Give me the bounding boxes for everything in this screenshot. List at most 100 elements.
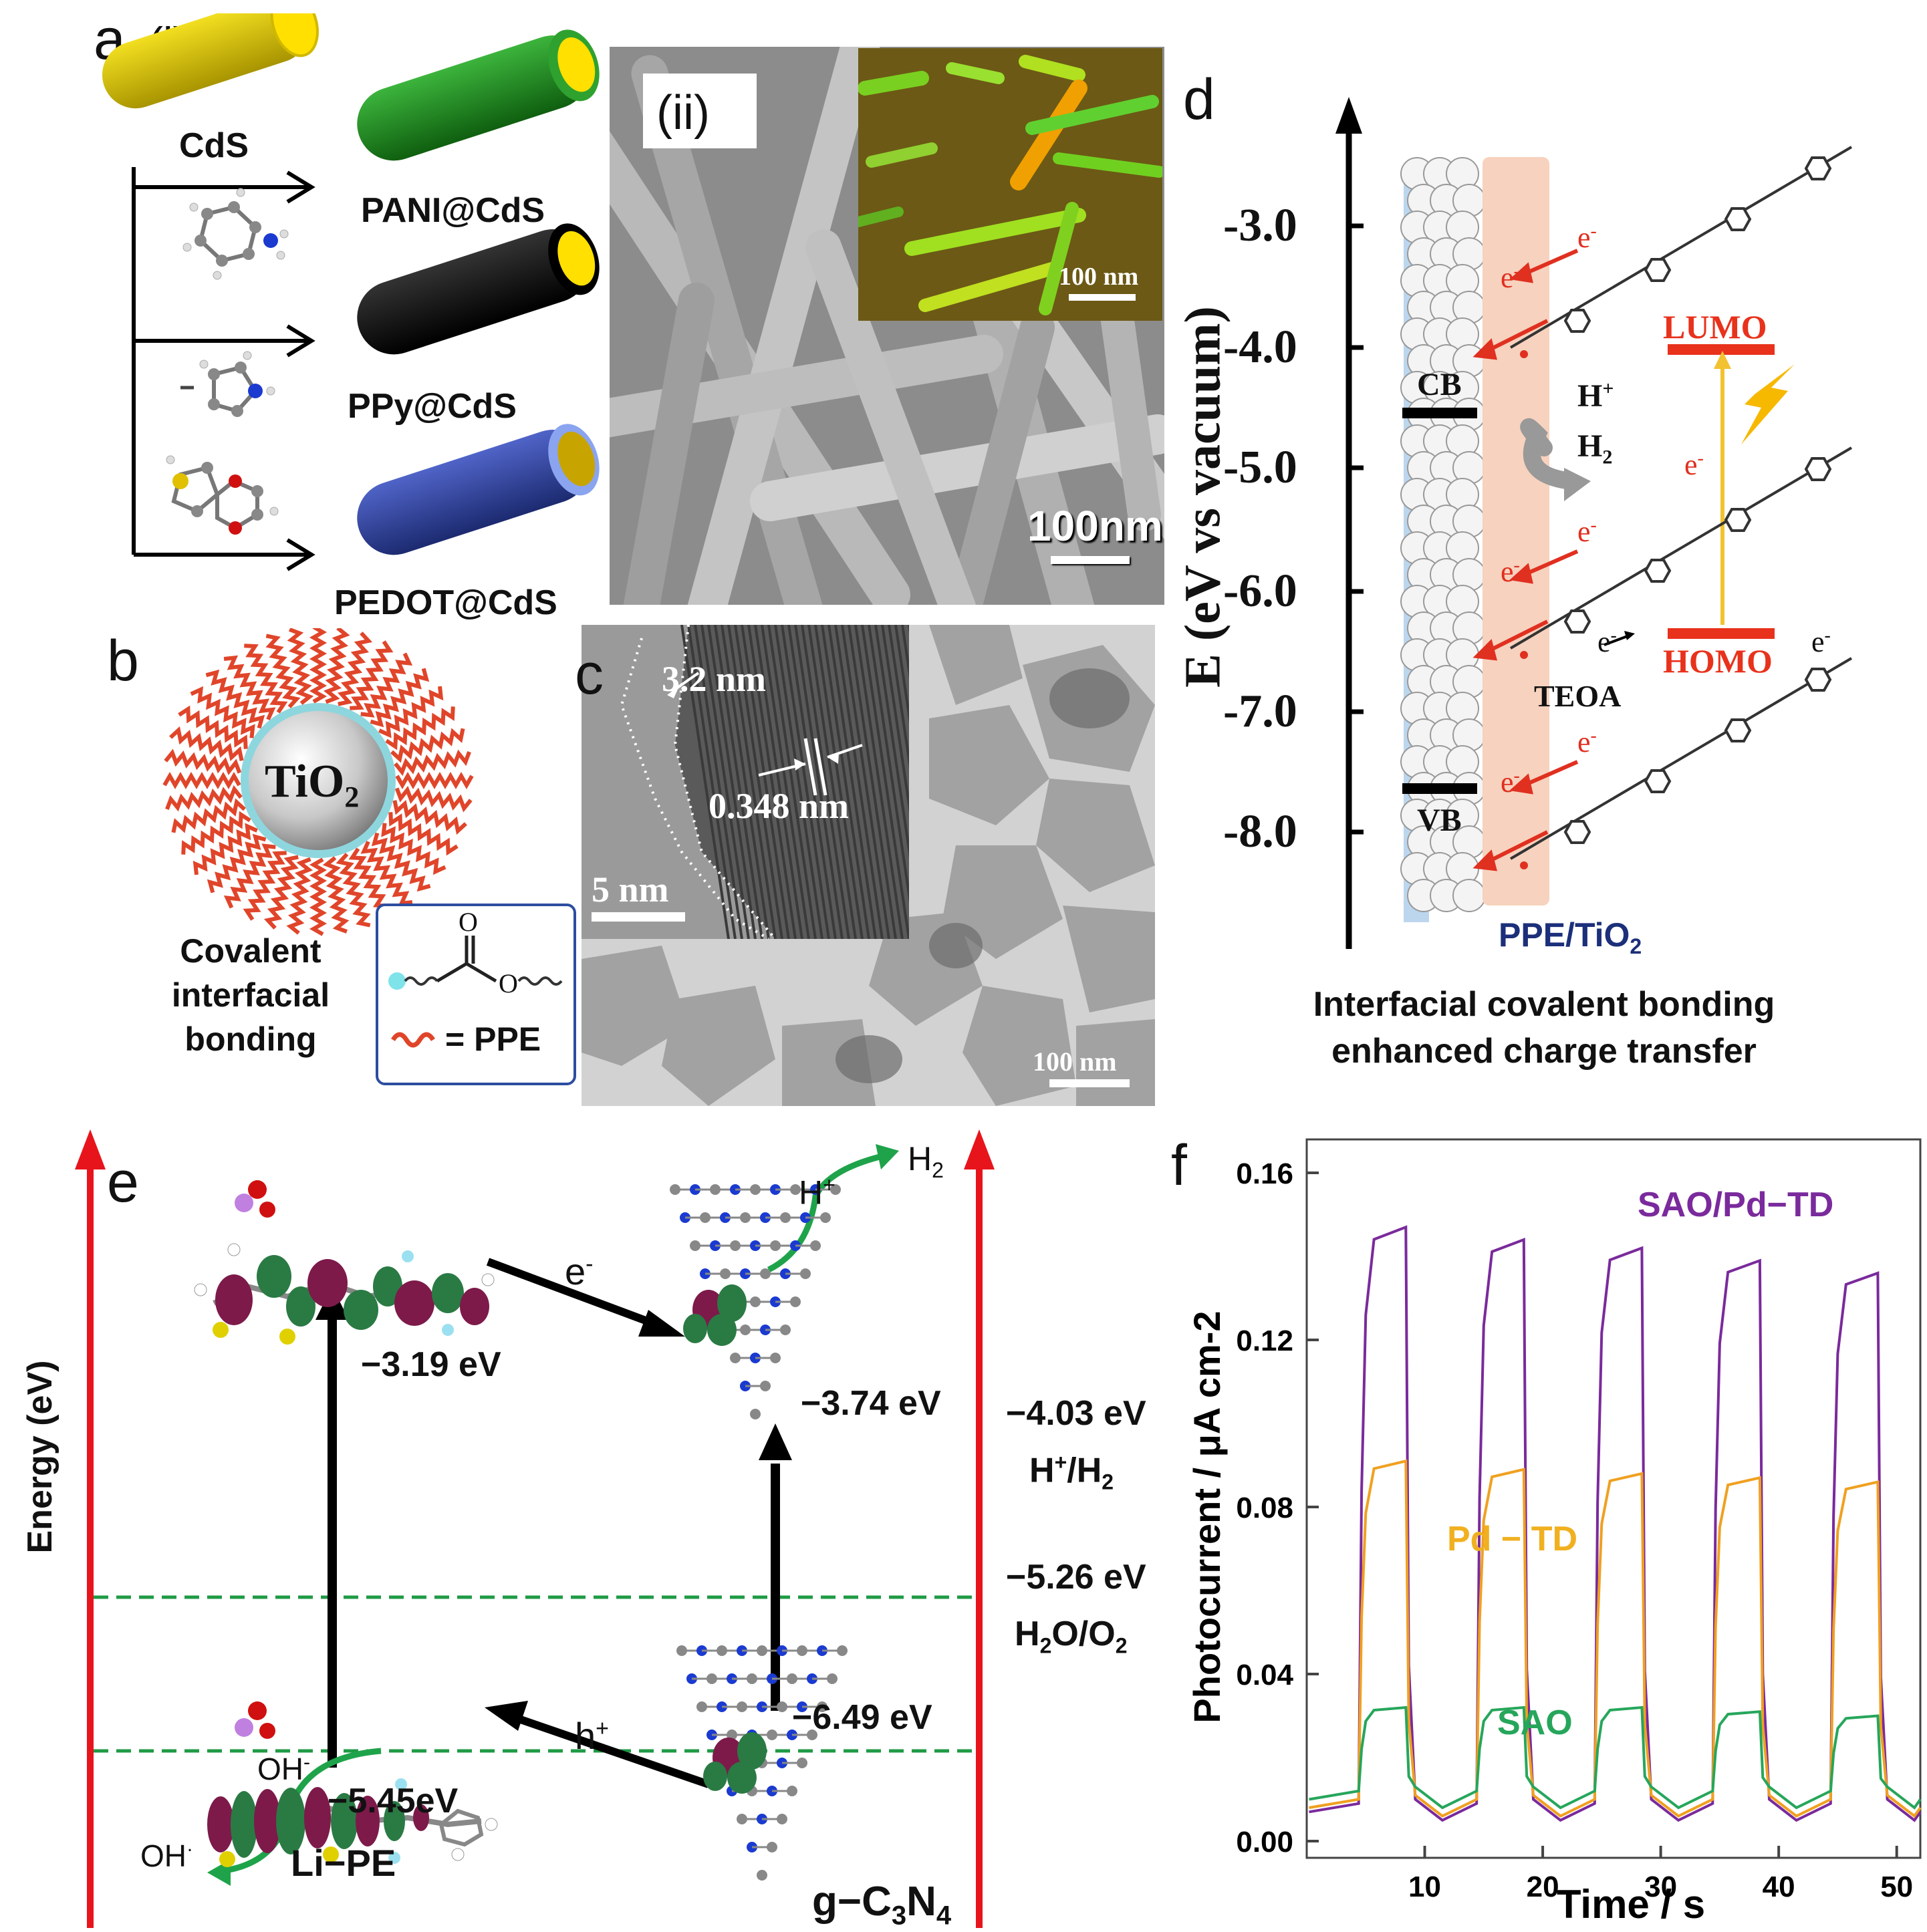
tio2-sphere [249, 711, 388, 850]
tick-d-3: -5.0 [1223, 442, 1297, 493]
plot-frame [1305, 1138, 1922, 1859]
electron-transfer-label: e- [565, 1250, 594, 1292]
tem-scale-bar [1049, 1079, 1130, 1087]
cb-level [1402, 408, 1477, 418]
inset-image: 100 nm [858, 48, 1162, 321]
legend-ester-o: O [499, 968, 518, 998]
lupe-homo-value: −5.45eV [328, 1782, 459, 1820]
sub-label-ii-box [643, 74, 757, 148]
ester-linker-structure [388, 936, 563, 1048]
cds-rod [102, 13, 319, 109]
panel-label-c: c [575, 642, 604, 706]
lumo-level [1668, 344, 1775, 355]
hydroxide-label: OH- [257, 1751, 310, 1786]
lattice-fringes [582, 625, 909, 939]
aniline-molecule [182, 188, 289, 280]
tio2-ppe-scheme [162, 628, 474, 936]
electron-label-transfer: e- [1684, 448, 1704, 481]
band-diagram [1335, 97, 1853, 949]
sub-label-ii: (ii) [656, 86, 710, 140]
electron-arrows [1472, 249, 1579, 871]
lumo-label: LUMO [1663, 308, 1767, 346]
legend-sao-pd-td: SAO/Pd−TD [1638, 1186, 1833, 1224]
shell-thickness-label: 3.2 nm [662, 659, 767, 699]
proton-label: H+ [1577, 378, 1614, 414]
gcn-homo-flake [676, 1645, 848, 1881]
x-tick-label: 30 [1644, 1871, 1677, 1903]
tem-scale-label: 100 nm [1033, 1047, 1117, 1077]
pedot-label: PEDOT@CdS [334, 583, 557, 622]
electron-label-1: e- [1577, 221, 1597, 254]
edot-molecule [166, 455, 279, 535]
panel-label-e: e [107, 1150, 139, 1214]
panel-label-d: d [1183, 67, 1215, 132]
hydroxyl-radical-label: OH· [140, 1838, 193, 1873]
lupe-homo-orbital [207, 1701, 498, 1867]
legend-sao: SAO [1497, 1703, 1573, 1742]
teoa-label: TEOA [1534, 679, 1622, 713]
tick-d-5: -7.0 [1223, 686, 1297, 737]
x-tick-label: 50 [1880, 1871, 1913, 1903]
composite-label: PPE/TiO2 [1499, 916, 1642, 958]
pani-rod [357, 29, 600, 161]
electron-label-3: e- [1577, 515, 1597, 548]
inset-rods [858, 48, 1162, 321]
energy-axis-title: E (eV vs vacuum) [1174, 306, 1231, 688]
sem-image: (ii) 100nm [610, 47, 1164, 605]
legend-carbonyl-o: O [459, 907, 478, 937]
o-level-value: −5.26 eV [1006, 1558, 1146, 1597]
gcn-label: g−C3N4 [812, 1879, 952, 1931]
hrtem-scale-label: 5 nm [592, 869, 669, 910]
ppe-molecular-chains [1509, 146, 1853, 869]
x-tick-label: 40 [1763, 1871, 1795, 1903]
inset-scale-bar [1069, 294, 1136, 301]
lupe-lumo-orbital [194, 1180, 495, 1345]
series-line-2 [1309, 1705, 1922, 1810]
scheme-arrows [132, 167, 315, 571]
energy-level-diagram [75, 1129, 995, 1928]
homo-level [1668, 628, 1775, 639]
pyrrole-molecule [180, 351, 275, 417]
o-couple-label: H2O/O2 [1015, 1615, 1128, 1658]
electron-label-8: e- [1501, 765, 1520, 799]
electron-label-2: e- [1501, 261, 1520, 294]
x-axis-title: Time / s [1557, 1882, 1705, 1927]
synthesis-scheme [102, 13, 600, 571]
energy-axis-title-e: Energy (eV) [21, 1360, 59, 1554]
electron-label-7: e- [1577, 725, 1597, 758]
tick-d-4: -6.0 [1223, 565, 1297, 617]
hydrogen-label: H2 [1577, 428, 1613, 468]
y-tick-label: 0.12 [1236, 1325, 1293, 1357]
tick-d-2: -4.0 [1223, 321, 1297, 373]
tio2-core-label: TiO2 [265, 756, 360, 813]
electron-label-teoa: e- [1597, 625, 1617, 658]
ppy-label: PPy@CdS [348, 387, 517, 426]
photocurrent-chart: 0.00 0.04 0.08 0.12 0.16 10 20 30 40 50 Time / s… [1186, 1138, 1922, 1927]
tio2-particles [1400, 157, 1486, 912]
x-tick-label: 20 [1527, 1871, 1559, 1903]
pedot-rod [357, 424, 600, 555]
electron-label-4: e- [1501, 555, 1520, 588]
homo-label: HOMO [1663, 642, 1773, 680]
pani-label: PANI@CdS [361, 191, 545, 230]
y-tick-label: 0.00 [1236, 1826, 1293, 1858]
gcn-homo-value: −6.49 eV [792, 1698, 932, 1737]
sem-scale-bar [1051, 556, 1130, 564]
y-axis-title: Photocurrent / μA cm-2 [1186, 1310, 1228, 1723]
proton-label-e: H+ [799, 1173, 836, 1212]
y-tick-label: 0.08 [1236, 1492, 1293, 1524]
charge-transfer-caption: Interfacial covalent bonding enhanced ch… [1313, 985, 1775, 1071]
gcn-lumo-flake [670, 1184, 841, 1419]
vb-level [1402, 783, 1477, 794]
hydrogen-label-e: H2 [908, 1140, 944, 1182]
gcn-lumo-value: −3.74 eV [801, 1384, 941, 1423]
hole-transfer-label: h+ [575, 1715, 610, 1757]
legend-pd-td: Pd − TD [1447, 1520, 1577, 1558]
h-level-value: −4.03 eV [1006, 1394, 1146, 1433]
lupe-lumo-value: −3.19 eV [361, 1345, 501, 1384]
panel-label-b: b [107, 629, 139, 693]
tick-d-1: -3.0 [1223, 200, 1297, 251]
tick-d-6: -8.0 [1223, 806, 1297, 857]
inset-scale-label: 100 nm [1059, 263, 1139, 291]
tem-image: 3.2 nm 0.348 nm 5 nm 100 nm [582, 625, 1155, 1106]
